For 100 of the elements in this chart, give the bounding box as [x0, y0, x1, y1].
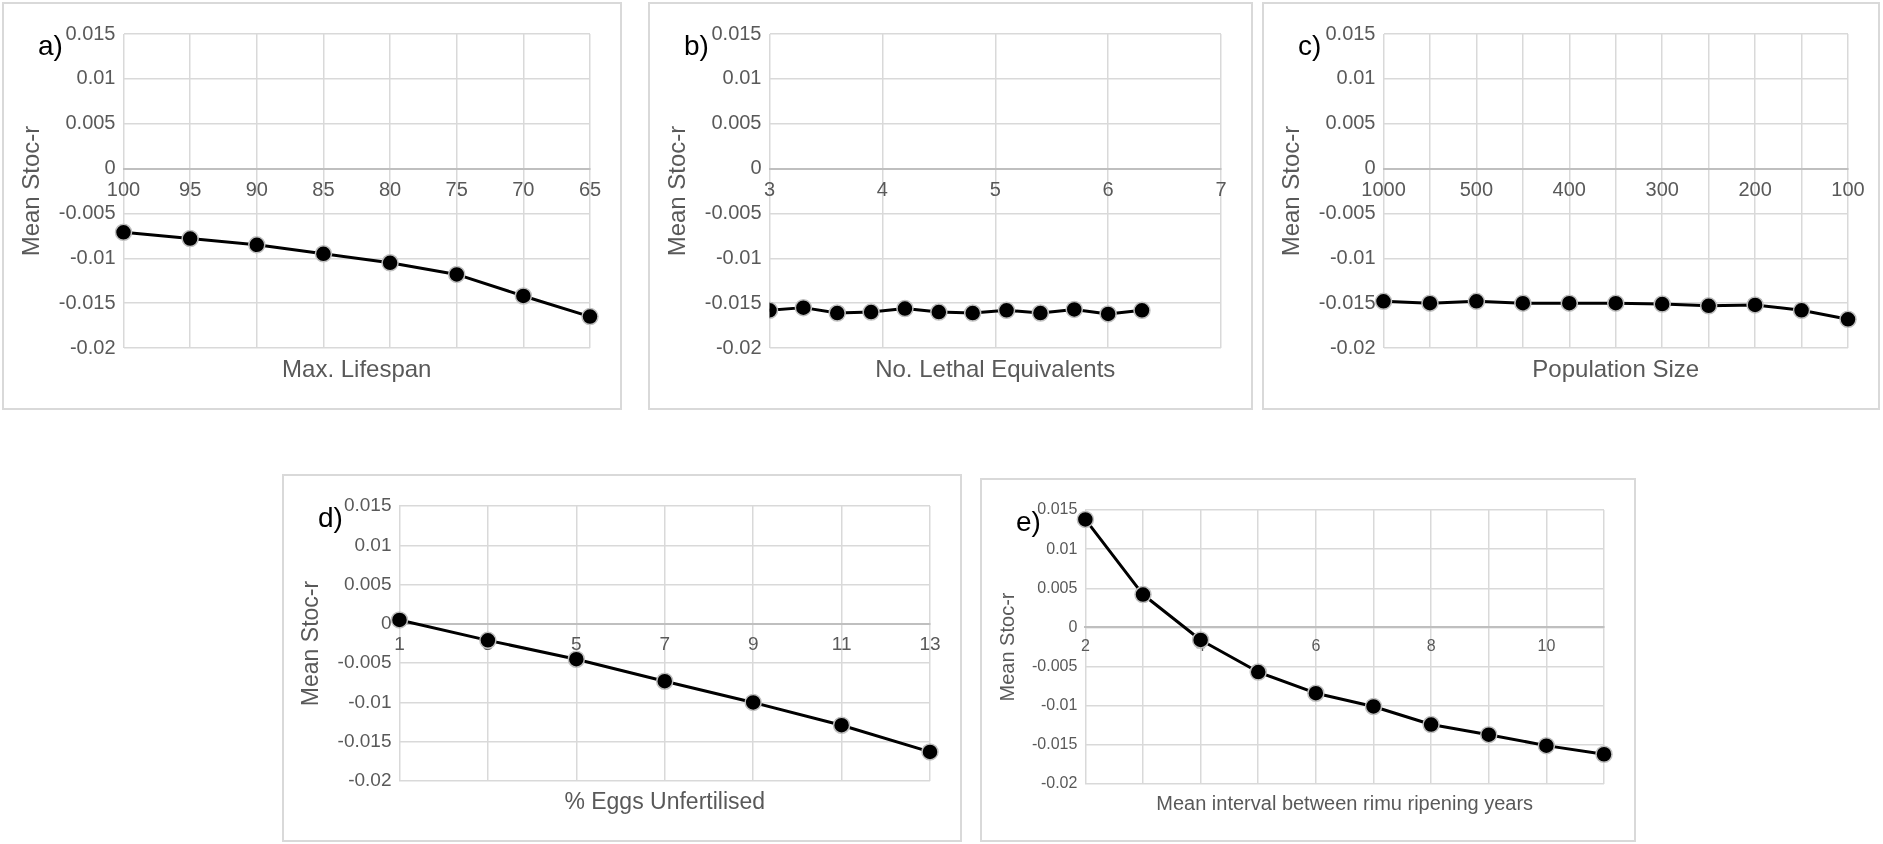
- x-axis-title: % Eggs Unfertilised: [564, 787, 766, 814]
- y-tick-label: 0.015: [343, 494, 392, 516]
- y-tick-label: -0.005: [58, 200, 116, 223]
- point: [1307, 684, 1325, 702]
- y-axis-title: Mean Stoc-r: [1277, 125, 1305, 257]
- point: [581, 307, 599, 326]
- x-tick-label: 2: [1080, 637, 1090, 655]
- point: [655, 672, 674, 690]
- y-tick-label: 0: [1364, 156, 1376, 179]
- x-tick-label: 8: [1426, 637, 1436, 655]
- y-tick-label: 0.015: [711, 21, 762, 44]
- x-axis-title: Population Size: [1532, 354, 1700, 382]
- x-tick-label: 4: [876, 178, 888, 201]
- point: [514, 287, 533, 305]
- x-tick-label: 9: [747, 633, 759, 655]
- point: [1422, 715, 1440, 734]
- point: [447, 265, 466, 284]
- point: [794, 298, 813, 317]
- y-tick-label: -0.01: [1329, 245, 1376, 268]
- y-tick-label: -0.02: [1040, 774, 1078, 792]
- x-tick-label: 6: [1311, 637, 1321, 655]
- point: [832, 716, 851, 734]
- x-axis-title: Mean interval between rimu ripening years: [1156, 791, 1534, 814]
- x-tick-label: 11: [831, 633, 852, 655]
- y-tick-label: 0.005: [1037, 578, 1078, 596]
- x-tick-label: 7: [1215, 178, 1227, 201]
- point: [828, 304, 846, 322]
- chart-title: a): [38, 30, 63, 62]
- y-tick-label: -0.02: [69, 335, 116, 358]
- x-tick-label: 5: [989, 178, 1001, 201]
- y-tick-label: 0: [104, 156, 116, 179]
- y-tick-label: -0.01: [1040, 696, 1078, 714]
- y-axis-title: Mean Stoc-r: [995, 592, 1018, 702]
- x-tick-label: 70: [512, 178, 535, 201]
- y-tick-label: -0.015: [704, 290, 762, 313]
- y-tick-label: 0.015: [65, 21, 116, 44]
- point: [1537, 736, 1556, 755]
- y-tick-label: 0: [380, 612, 392, 634]
- y-tick-label: -0.01: [715, 245, 762, 268]
- point: [1607, 294, 1625, 312]
- chart-title: d): [318, 502, 343, 534]
- y-tick-label: -0.01: [69, 245, 116, 268]
- x-tick-label: 1: [394, 633, 405, 655]
- y-tick-label: -0.02: [715, 335, 762, 358]
- y-axis-title: Mean Stoc-r: [297, 580, 324, 707]
- x-axis-title: Max. Lifespan: [282, 354, 432, 382]
- point: [1191, 631, 1210, 649]
- point: [1374, 292, 1393, 311]
- y-tick-label: 0.01: [1046, 539, 1078, 557]
- point: [896, 299, 914, 318]
- x-tick-label: 200: [1738, 178, 1772, 201]
- y-tick-label: -0.02: [1329, 335, 1376, 358]
- point: [1249, 663, 1267, 681]
- point: [1031, 304, 1050, 322]
- y-tick-label: -0.005: [1318, 200, 1376, 223]
- x-tick-label: 95: [179, 178, 202, 201]
- point: [181, 229, 199, 248]
- x-tick-label: 6: [1102, 178, 1114, 201]
- point: [1560, 294, 1579, 312]
- point: [1467, 292, 1486, 311]
- point: [1065, 300, 1084, 319]
- y-tick-label: 0.01: [354, 533, 392, 555]
- point: [921, 743, 939, 761]
- point: [479, 631, 497, 650]
- point: [1792, 301, 1811, 320]
- y-tick-label: -0.005: [1031, 656, 1078, 674]
- x-tick-label: 100: [1831, 178, 1865, 201]
- y-tick-label: -0.005: [704, 200, 762, 223]
- y-tick-label: 0.005: [711, 111, 762, 134]
- x-tick-label: 75: [445, 178, 468, 201]
- point: [1746, 296, 1764, 314]
- y-tick-label: -0.015: [58, 290, 116, 313]
- x-tick-label: 500: [1459, 178, 1494, 201]
- point: [1133, 301, 1151, 320]
- point: [744, 693, 762, 712]
- x-tick-label: 1000: [1361, 178, 1406, 201]
- x-tick-label: 90: [245, 178, 268, 201]
- x-tick-label: 300: [1645, 178, 1679, 201]
- point: [930, 303, 948, 321]
- y-tick-label: 0.015: [1325, 21, 1376, 44]
- y-tick-label: -0.015: [1031, 735, 1078, 753]
- x-axis-title: No. Lethal Equivalents: [875, 354, 1116, 382]
- point: [1653, 295, 1671, 313]
- y-tick-label: 0.01: [722, 66, 762, 89]
- y-tick-label: 0.005: [1325, 111, 1376, 134]
- y-tick-label: 0.005: [65, 111, 116, 134]
- x-tick-label: 5: [571, 633, 582, 655]
- point: [1595, 745, 1613, 763]
- y-tick-label: -0.015: [337, 729, 392, 751]
- point: [1839, 310, 1857, 329]
- point: [567, 650, 586, 668]
- x-tick-label: 3: [763, 178, 776, 201]
- chart-title: c): [1298, 30, 1322, 62]
- y-tick-label: -0.02: [348, 769, 392, 791]
- x-tick-label: 85: [312, 178, 335, 201]
- point: [314, 245, 333, 263]
- point: [390, 611, 409, 629]
- y-tick-label: 0: [1068, 617, 1078, 635]
- y-tick-label: -0.01: [348, 690, 392, 712]
- x-tick-label: 400: [1552, 178, 1586, 201]
